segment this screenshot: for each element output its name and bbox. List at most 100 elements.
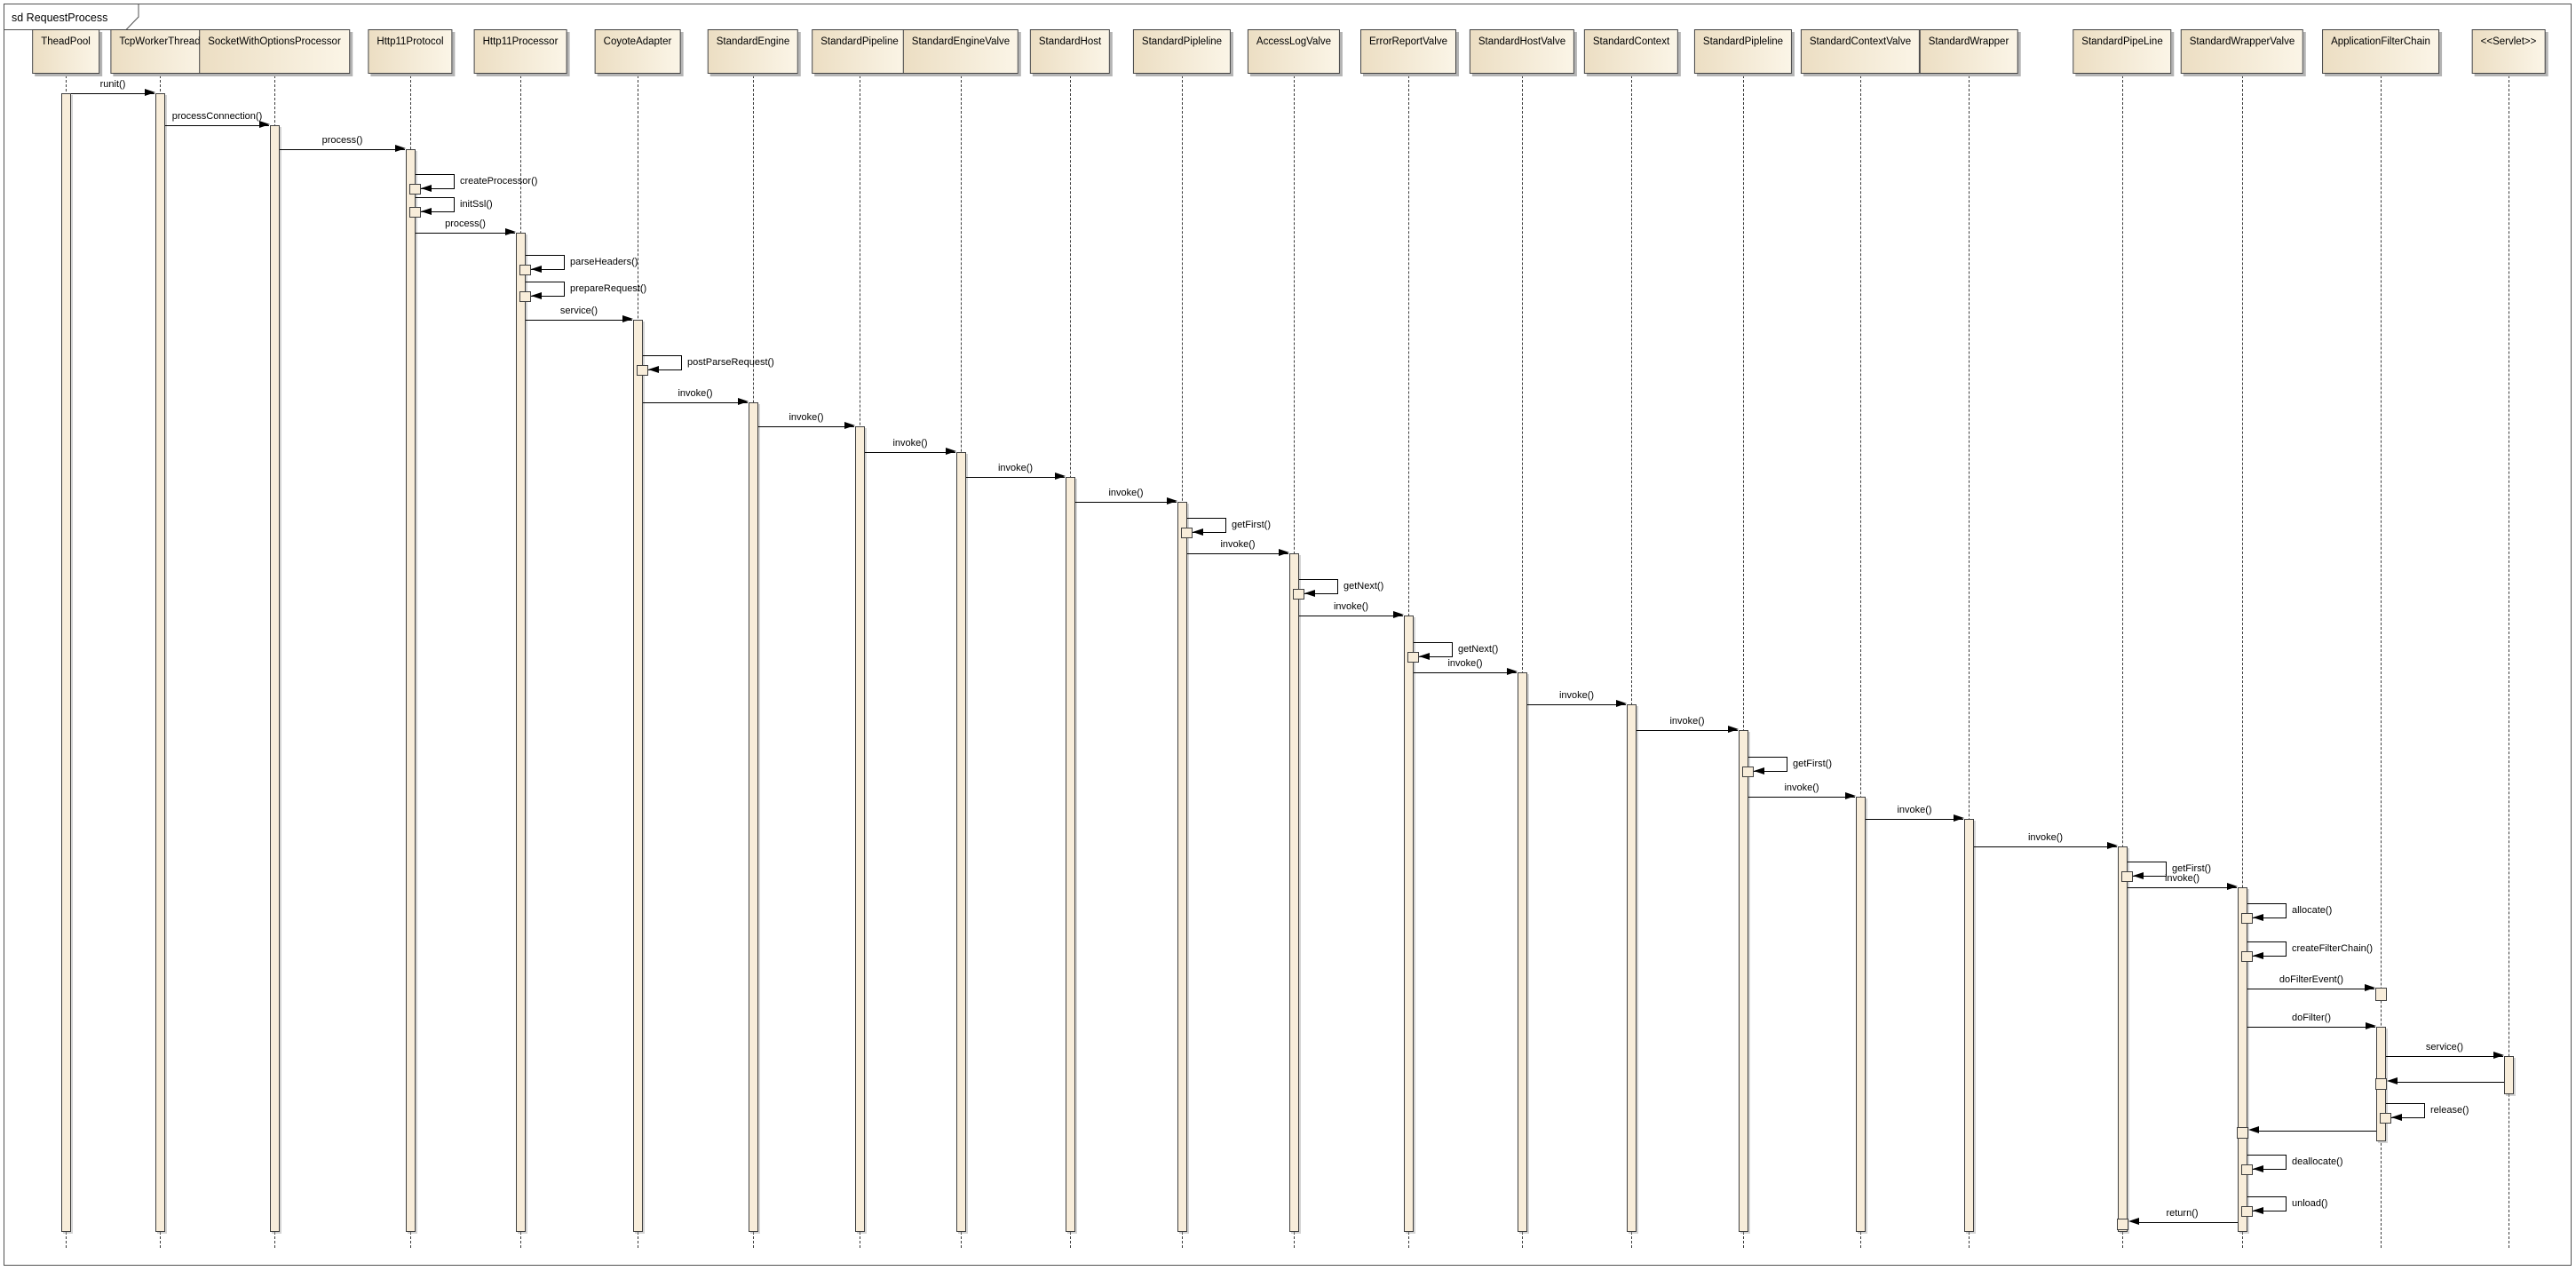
lifeline-head-socketwithoptionsprocessor[interactable]: SocketWithOptionsProcessor: [199, 29, 350, 74]
lifeline-head-standardpipleline[interactable]: StandardPipleline: [1132, 29, 1232, 74]
message-label-preparerequest[interactable]: prepareRequest(): [570, 283, 647, 294]
message-label-createprocessor[interactable]: createProcessor(): [460, 176, 538, 187]
message-line-service[interactable]: [525, 319, 632, 321]
message-label-service[interactable]: service(): [559, 306, 598, 316]
self-call-bracket-initssl[interactable]: [415, 197, 455, 212]
message-label-initssl[interactable]: initSsl(): [460, 199, 493, 210]
message-label-getfirst[interactable]: getFirst(): [1232, 520, 1271, 530]
message-label-invoke[interactable]: invoke(): [1447, 658, 1483, 669]
message-line-invoke[interactable]: [1074, 501, 1177, 503]
message-label-invoke[interactable]: invoke(): [789, 412, 824, 423]
lifeline-head-standardwrapper[interactable]: StandardWrapper: [1919, 29, 2018, 74]
lifeline-head-standardwrappervalve[interactable]: StandardWrapperValve: [2180, 29, 2304, 74]
message-label-invoke[interactable]: invoke(): [1669, 716, 1705, 727]
message-label-invoke[interactable]: invoke(): [1220, 539, 1256, 550]
arrowhead-icon: [2493, 1052, 2504, 1059]
message-label-invoke[interactable]: invoke(): [997, 463, 1034, 473]
self-call-bracket-getnext[interactable]: [1298, 579, 1338, 594]
message-line-invoke[interactable]: [965, 476, 1065, 478]
message-label-invoke[interactable]: invoke(): [1558, 690, 1595, 701]
message-line-process[interactable]: [415, 232, 515, 234]
lifeline-head-standardpipeline[interactable]: StandardPipeline: [812, 29, 908, 74]
message-line-invoke[interactable]: [1748, 796, 1855, 798]
message-label-getnext[interactable]: getNext(): [1343, 581, 1384, 592]
activation-bar-accesslogvalve: [1288, 553, 1299, 1232]
lifeline-head-theadpool[interactable]: TheadPool: [32, 29, 99, 74]
message-line-invoke[interactable]: [1973, 846, 2117, 847]
message-label-invoke[interactable]: invoke(): [1784, 782, 1819, 793]
message-line-processconnection[interactable]: [164, 124, 269, 126]
message-line-invoke[interactable]: [642, 401, 748, 403]
self-call-bracket-unload[interactable]: [2247, 1196, 2287, 1211]
message-label-getfirst[interactable]: getFirst(): [1793, 759, 1832, 769]
lifeline-head-tcpworkerthread[interactable]: TcpWorkerThread: [110, 29, 210, 74]
lifeline-head-errorreportvalve[interactable]: ErrorReportValve: [1360, 29, 1456, 74]
self-call-bracket-release[interactable]: [2385, 1103, 2425, 1118]
message-label-runit[interactable]: runit(): [99, 79, 126, 90]
self-call-bracket-createprocessor[interactable]: [415, 174, 455, 189]
message-line-invoke[interactable]: [757, 425, 854, 427]
message-label-invoke[interactable]: invoke(): [1108, 488, 1144, 498]
message-label-return[interactable]: return(): [2166, 1208, 2199, 1219]
message-label-deallocate[interactable]: deallocate(): [2292, 1156, 2343, 1167]
message-line-invoke[interactable]: [2127, 886, 2237, 888]
self-call-bracket-postparserequest[interactable]: [642, 355, 682, 370]
self-call-bracket-deallocate[interactable]: [2247, 1155, 2287, 1170]
message-line-dofilter[interactable]: [2247, 1026, 2375, 1028]
message-label-release[interactable]: release(): [2430, 1105, 2469, 1116]
message-label-invoke[interactable]: invoke(): [678, 388, 713, 399]
message-label-process[interactable]: process(): [321, 135, 363, 146]
self-call-bracket-parseheaders[interactable]: [525, 255, 565, 270]
message-line-invoke[interactable]: [1636, 729, 1738, 731]
message-label-dofilter[interactable]: doFilter(): [2291, 1013, 2332, 1023]
self-call-bracket-allocate[interactable]: [2247, 903, 2287, 918]
self-call-bracket-createfilterchain[interactable]: [2247, 941, 2287, 957]
lifeline-head-accesslogvalve[interactable]: AccessLogValve: [1247, 29, 1341, 74]
lifeline-head-standardpipleline[interactable]: StandardPipleline: [1693, 29, 1793, 74]
lifeline-head-standardenginevalve[interactable]: StandardEngineValve: [902, 29, 1019, 74]
message-label-processconnection[interactable]: processConnection(): [171, 111, 263, 122]
lifeline-head-standardhostvalve[interactable]: StandardHostValve: [1469, 29, 1575, 74]
lifeline-head-applicationfilterchain[interactable]: ApplicationFilterChain: [2322, 29, 2439, 74]
message-label-invoke[interactable]: invoke(): [892, 438, 928, 449]
message-line-invoke[interactable]: [1186, 552, 1288, 554]
message-label-getfirst[interactable]: getFirst(): [2172, 863, 2211, 874]
self-call-bracket-getfirst[interactable]: [1748, 757, 1787, 772]
message-line-return[interactable]: [2137, 1221, 2238, 1223]
lifeline-head-http11protocol[interactable]: Http11Protocol: [368, 29, 453, 74]
message-line-invoke[interactable]: [1413, 671, 1517, 673]
message-line-runit[interactable]: [70, 92, 155, 94]
message-label-postparserequest[interactable]: postParseRequest(): [687, 357, 774, 368]
message-line-return[interactable]: [2257, 1130, 2376, 1132]
message-label-service[interactable]: service(): [2425, 1042, 2464, 1053]
message-label-process[interactable]: process(): [445, 218, 486, 229]
message-line-process[interactable]: [279, 148, 405, 150]
message-label-unload[interactable]: unload(): [2292, 1198, 2328, 1209]
lifeline-head-servlet[interactable]: <<Servlet>>: [2471, 29, 2546, 74]
lifeline-head-standardcontextvalve[interactable]: StandardContextValve: [1800, 29, 1921, 74]
self-call-bracket-getfirst[interactable]: [2127, 862, 2167, 877]
self-call-bracket-getfirst[interactable]: [1186, 518, 1226, 533]
lifeline-head-http11processor[interactable]: Http11Processor: [473, 29, 567, 74]
message-label-dofilterevent[interactable]: doFilterEvent(): [2279, 974, 2344, 985]
message-label-getnext[interactable]: getNext(): [1458, 644, 1499, 655]
message-label-invoke[interactable]: invoke(): [2164, 873, 2200, 884]
lifeline-head-coyoteadapter[interactable]: CoyoteAdapter: [594, 29, 681, 74]
message-label-createfilterchain[interactable]: createFilterChain(): [2292, 943, 2374, 954]
lifeline-head-standardhost[interactable]: StandardHost: [1029, 29, 1111, 74]
message-line-invoke[interactable]: [1526, 703, 1626, 705]
message-line-invoke[interactable]: [864, 451, 955, 453]
message-label-parseheaders[interactable]: parseHeaders(): [570, 257, 638, 267]
lifeline-head-standardengine[interactable]: StandardEngine: [707, 29, 799, 74]
lifeline-head-standardcontext[interactable]: StandardContext: [1583, 29, 1679, 74]
self-call-bracket-getnext[interactable]: [1413, 642, 1453, 657]
self-call-bracket-preparerequest[interactable]: [525, 282, 565, 297]
message-label-allocate[interactable]: allocate(): [2292, 905, 2333, 916]
message-label-invoke[interactable]: invoke(): [1897, 805, 1932, 815]
message-line-invoke[interactable]: [1865, 818, 1963, 820]
lifeline-head-standardpipeline[interactable]: StandardPipeLine: [2073, 29, 2172, 74]
message-label-invoke[interactable]: invoke(): [2027, 832, 2064, 843]
message-label-invoke[interactable]: invoke(): [1333, 601, 1369, 612]
message-line-return[interactable]: [2396, 1081, 2504, 1083]
message-line-service[interactable]: [2385, 1055, 2503, 1057]
